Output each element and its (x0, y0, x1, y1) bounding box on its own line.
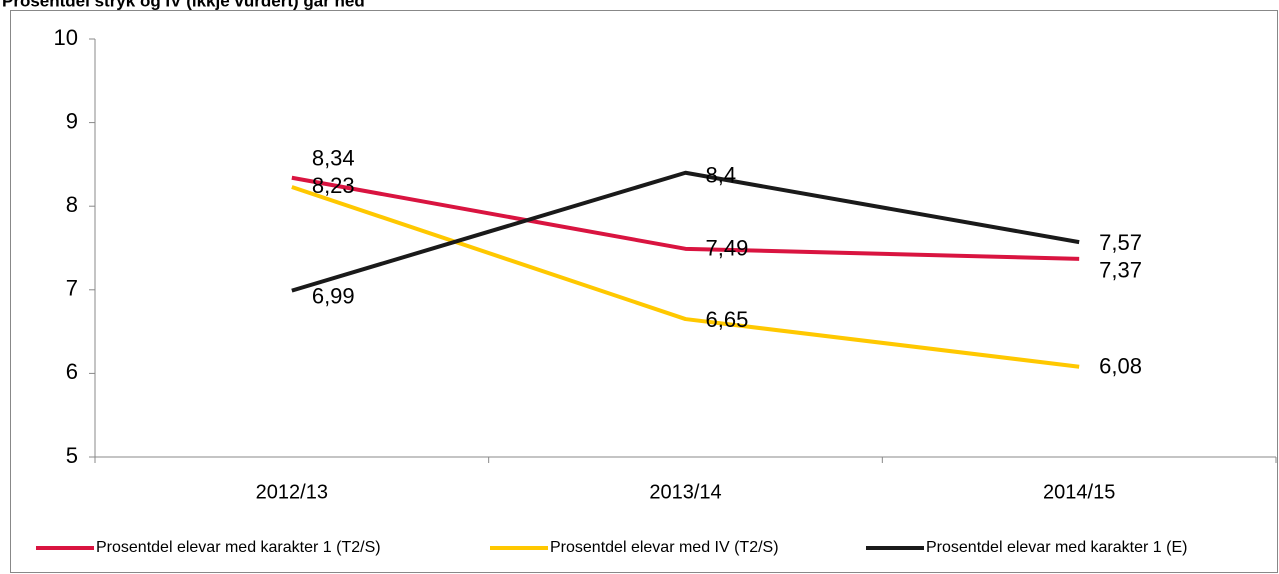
y-tick-label: 9 (66, 108, 78, 133)
data-label: 7,37 (1099, 258, 1142, 283)
y-tick-label: 6 (66, 359, 78, 384)
data-label: 8,23 (312, 173, 355, 198)
data-label: 7,57 (1099, 230, 1142, 255)
series-line (291, 185, 1080, 369)
y-tick-label: 5 (66, 443, 78, 468)
data-label: 6,99 (312, 283, 355, 308)
data-label: 6,08 (1099, 354, 1142, 379)
x-tick-label: 2014/15 (1043, 481, 1115, 503)
x-tick-label: 2012/13 (256, 481, 328, 503)
data-label: 6,65 (706, 307, 749, 332)
data-label: 7,49 (706, 236, 749, 261)
y-tick-label: 7 (66, 276, 78, 301)
legend-label: Prosentdel elevar med karakter 1 (T2/S) (96, 539, 381, 556)
y-tick-label: 8 (66, 192, 78, 217)
title-background (0, 0, 640, 10)
chart-frame (10, 10, 1278, 573)
legend-label: Prosentdel elevar med karakter 1 (E) (926, 539, 1187, 556)
data-label: 8,4 (706, 163, 737, 188)
series-line (291, 175, 1080, 261)
legend-label: Prosentdel elevar med IV (T2/S) (550, 539, 779, 556)
x-tick-label: 2013/14 (649, 481, 721, 503)
y-tick-label: 10 (54, 25, 78, 50)
chart-title: Prosentdel stryk og IV (ikkje vurdert) g… (2, 0, 365, 10)
data-label: 8,34 (312, 146, 355, 171)
series-line (291, 170, 1080, 293)
